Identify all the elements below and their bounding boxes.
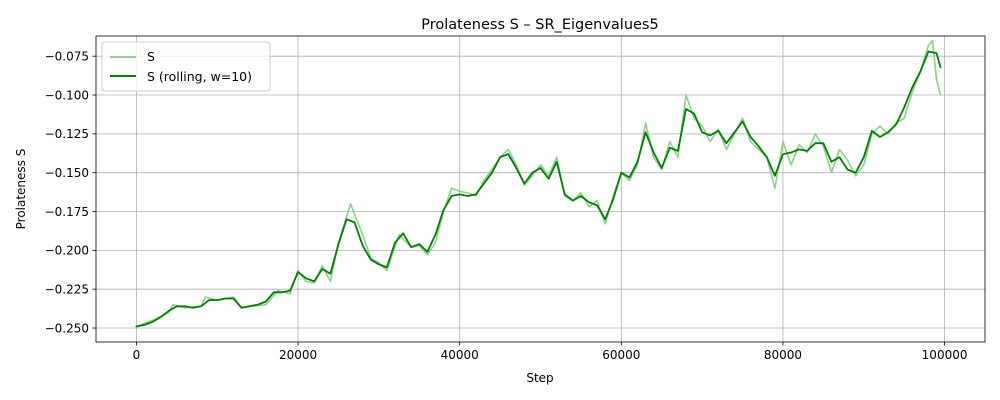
y-tick-label: −0.175 bbox=[45, 205, 89, 219]
legend-label-raw: S bbox=[147, 49, 155, 64]
y-tick-label: −0.250 bbox=[45, 321, 89, 335]
x-tick-label: 100000 bbox=[922, 348, 968, 362]
legend-label-rolling: S (rolling, w=10) bbox=[147, 69, 252, 84]
series-line-rolling bbox=[135, 50, 942, 328]
y-tick-label: −0.075 bbox=[45, 49, 89, 63]
y-tick-label: −0.225 bbox=[45, 282, 89, 296]
x-tick-label: 20000 bbox=[279, 348, 317, 362]
grid-lines bbox=[96, 36, 985, 342]
chart-title: Prolateness S – SR_Eigenvalues5 bbox=[421, 17, 658, 33]
y-tick-label: −0.200 bbox=[45, 244, 89, 258]
legend: S S (rolling, w=10) bbox=[101, 41, 271, 92]
x-tick-label: 40000 bbox=[441, 348, 479, 362]
y-axis-label: Prolateness S bbox=[14, 149, 28, 230]
x-axis-label: Step bbox=[526, 371, 553, 385]
x-tick-label: 0 bbox=[133, 348, 141, 362]
y-tick-label: −0.100 bbox=[45, 88, 89, 102]
axis-ticks: 0 20000 40000 60000 80000 100000 −0.250 −0.225 −… bbox=[45, 49, 968, 362]
legend-frame bbox=[101, 41, 271, 92]
y-tick-label: −0.150 bbox=[45, 166, 89, 180]
y-tick-label: −0.125 bbox=[45, 127, 89, 141]
plot-frame bbox=[95, 35, 986, 343]
x-tick-label: 80000 bbox=[764, 348, 802, 362]
x-tick-label: 60000 bbox=[602, 348, 640, 362]
series-layer bbox=[135, 39, 942, 328]
